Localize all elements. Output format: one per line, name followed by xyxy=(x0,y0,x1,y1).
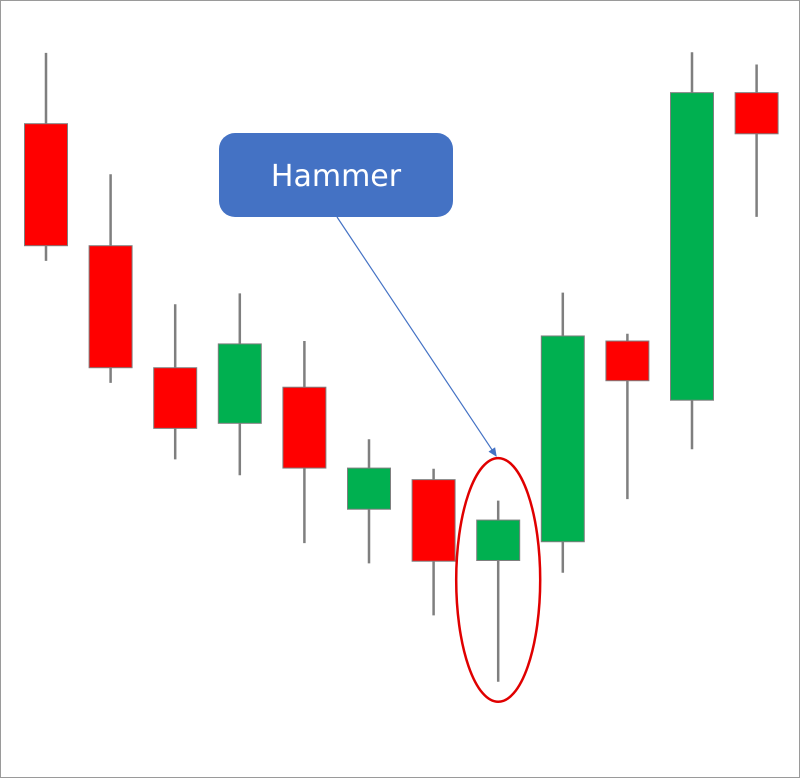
hammer-annotation: Hammer xyxy=(219,133,542,704)
callout-label: Hammer xyxy=(271,159,402,194)
candle-9 xyxy=(540,292,585,573)
candle-7-body xyxy=(411,479,456,562)
candle-11 xyxy=(670,52,714,450)
candle-1-body xyxy=(24,123,68,247)
candle-10 xyxy=(605,333,650,500)
candle-1 xyxy=(24,52,68,261)
candle-8 xyxy=(476,500,521,682)
candle-10-body xyxy=(605,340,650,382)
candle-9-body xyxy=(540,335,585,543)
candle-5-body xyxy=(282,386,327,469)
candle-5 xyxy=(282,341,327,544)
candle-4 xyxy=(217,293,262,476)
candle-12 xyxy=(734,64,779,217)
candle-8-body xyxy=(476,519,521,561)
candle-2 xyxy=(88,174,133,383)
candle-3-body xyxy=(153,367,198,429)
candle-6 xyxy=(347,439,391,564)
hammer-highlight-ring xyxy=(454,456,542,704)
candle-3 xyxy=(153,304,198,460)
candles-group xyxy=(24,52,779,682)
callout-arrow xyxy=(336,216,497,457)
candle-11-body xyxy=(670,92,714,401)
candle-7 xyxy=(411,468,456,616)
candle-4-body xyxy=(217,343,262,424)
candle-6-body xyxy=(347,467,391,510)
candle-2-body xyxy=(88,245,133,369)
callout-box xyxy=(219,133,453,217)
candle-12-body xyxy=(734,92,779,135)
